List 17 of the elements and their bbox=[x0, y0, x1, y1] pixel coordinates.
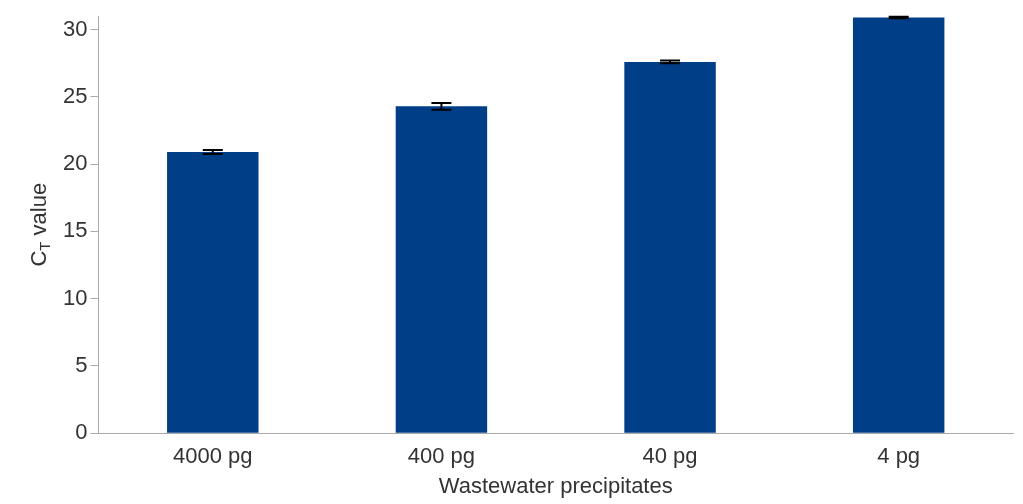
y-tick-label: 0 bbox=[75, 419, 88, 445]
y-tick-label: 15 bbox=[62, 217, 88, 243]
y-tick-label: 5 bbox=[75, 352, 88, 377]
bar bbox=[852, 17, 945, 433]
y-tick-label: 10 bbox=[62, 284, 88, 310]
x-tick-label: 40 pg bbox=[642, 443, 698, 469]
x-tick-label: 400 pg bbox=[407, 443, 476, 469]
bar bbox=[624, 61, 716, 433]
bar bbox=[167, 152, 259, 433]
y-tick-label: 20 bbox=[62, 150, 88, 176]
x-tick-label: 4000 pg bbox=[173, 443, 253, 469]
x-axis-title: Wastewater precipitates bbox=[438, 472, 673, 498]
x-tick-label: 4 pg bbox=[877, 443, 921, 469]
y-axis-title: CT value bbox=[26, 182, 54, 267]
y-tick-label: 25 bbox=[62, 82, 88, 108]
bar bbox=[395, 106, 488, 433]
y-tick-label: 30 bbox=[62, 15, 88, 41]
